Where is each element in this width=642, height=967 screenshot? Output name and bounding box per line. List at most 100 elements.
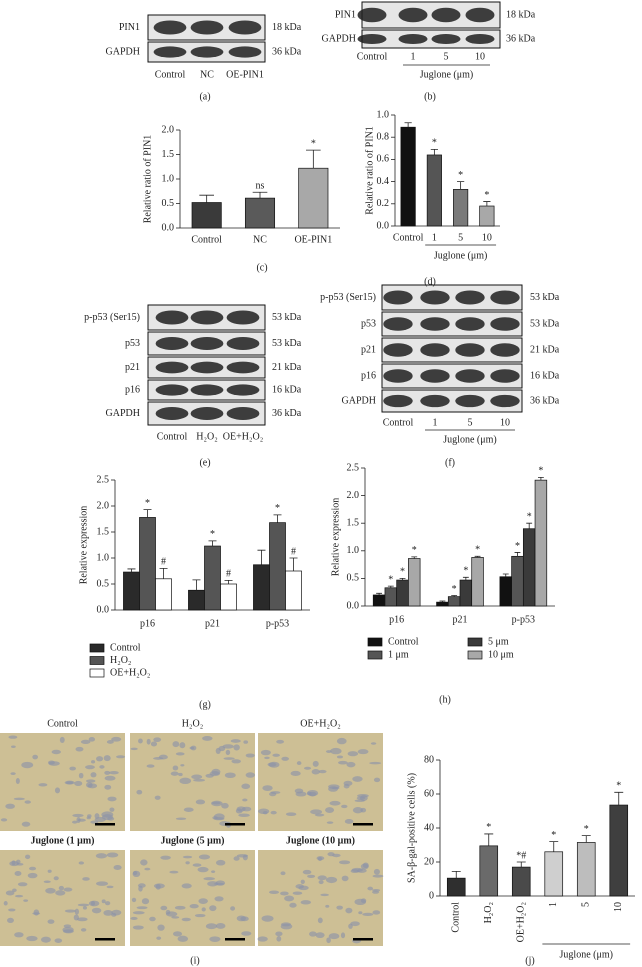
- cell: [29, 866, 37, 871]
- error-bar: [289, 557, 298, 571]
- cell: [80, 739, 91, 744]
- cell: [74, 908, 80, 915]
- blot-band: [455, 369, 485, 383]
- blot-size-label: 21 kDa: [530, 344, 560, 355]
- cell: [165, 911, 178, 917]
- cell: [15, 778, 20, 785]
- lane-label: Control: [157, 431, 188, 442]
- significance-mark: #: [291, 546, 296, 557]
- error-bar: [127, 568, 136, 573]
- cell: [193, 778, 206, 782]
- cell: [195, 799, 206, 805]
- cell: [300, 879, 305, 884]
- cell: [171, 916, 180, 919]
- panel-label: (a): [199, 91, 210, 102]
- legend-label: OE+H₂O₂: [110, 667, 150, 678]
- cell: [75, 746, 84, 752]
- cell: [91, 907, 102, 914]
- cell: [82, 906, 87, 910]
- x-tick-label: OE+H₂O₂: [516, 902, 527, 942]
- error-bar: [483, 201, 491, 207]
- cell: [358, 911, 363, 915]
- significance-mark: *: [515, 541, 520, 552]
- cell: [318, 880, 324, 885]
- cell: [7, 917, 14, 923]
- cell: [320, 893, 329, 897]
- blot-band: [155, 310, 189, 325]
- cell: [153, 737, 162, 742]
- cell: [329, 800, 341, 806]
- cell: [341, 804, 348, 809]
- cell: [230, 906, 236, 911]
- cell: [101, 899, 106, 904]
- cell: [106, 852, 119, 858]
- x-tick-label: 10: [613, 902, 624, 912]
- cell: [150, 741, 158, 747]
- lane-label: 10: [475, 51, 485, 62]
- cell: [104, 901, 111, 906]
- cell: [10, 772, 16, 775]
- blot-strip: [381, 389, 523, 413]
- significance-mark: *: [486, 822, 491, 833]
- legend-swatch: [467, 650, 483, 660]
- significance-mark: ns: [256, 181, 265, 192]
- cell: [192, 863, 202, 867]
- cell: [336, 755, 344, 759]
- cell: [270, 810, 277, 815]
- cell: [346, 761, 356, 768]
- error-bar: [411, 556, 418, 559]
- cell: [211, 870, 216, 873]
- legend-swatch: [467, 637, 483, 647]
- blot-row-label: p16: [361, 370, 376, 381]
- cell: [360, 898, 367, 904]
- error-bar: [399, 578, 406, 581]
- y-tick-label: 2.5: [97, 474, 110, 485]
- cell: [373, 777, 381, 783]
- cell: [354, 799, 365, 802]
- cell: [106, 885, 114, 889]
- blot-band: [155, 407, 189, 420]
- legend-label: Control: [388, 636, 419, 647]
- legend-label: Control: [110, 642, 141, 653]
- x-tick-label: 1: [548, 902, 559, 907]
- y-tick-label: 0: [429, 890, 434, 901]
- cell: [77, 903, 90, 907]
- scale-bar: [225, 823, 245, 826]
- cell: [236, 915, 246, 922]
- legend-swatch: [89, 656, 105, 665]
- cell: [138, 738, 143, 744]
- blot-band: [490, 394, 520, 408]
- cell: [174, 905, 186, 910]
- cell: [69, 766, 76, 771]
- cell: [344, 819, 354, 824]
- cell: [99, 765, 105, 769]
- cell: [214, 896, 224, 902]
- cell: [64, 909, 77, 913]
- micrograph-label: H₂O₂: [182, 718, 203, 729]
- blot-size-label: 36 kDa: [272, 46, 302, 57]
- y-tick-label: 1.0: [162, 173, 175, 184]
- significance-mark: *: [527, 511, 532, 522]
- cell: [257, 936, 268, 942]
- micrograph-label: Control: [47, 718, 78, 729]
- cell: [85, 765, 95, 770]
- x-tick-label: OE-PIN1: [294, 234, 332, 245]
- cell: [245, 753, 255, 758]
- panel-label: (c): [256, 262, 267, 273]
- bar: [426, 154, 442, 227]
- cell: [209, 905, 217, 912]
- error-bar: [514, 552, 521, 557]
- cell: [280, 891, 289, 896]
- blot-size-label: 53 kDa: [272, 338, 302, 349]
- error-bar: [430, 149, 438, 155]
- y-tick-label: 1.5: [347, 517, 360, 528]
- blot-size-label: 16 kDa: [530, 370, 560, 381]
- cell: [272, 753, 280, 757]
- bar: [511, 866, 531, 897]
- cell: [295, 791, 307, 797]
- cell: [104, 770, 111, 775]
- x-tick-label: p-p53: [512, 614, 535, 625]
- group-label: Juglone (μm): [420, 69, 473, 80]
- cell: [13, 797, 25, 801]
- bar: [139, 517, 156, 611]
